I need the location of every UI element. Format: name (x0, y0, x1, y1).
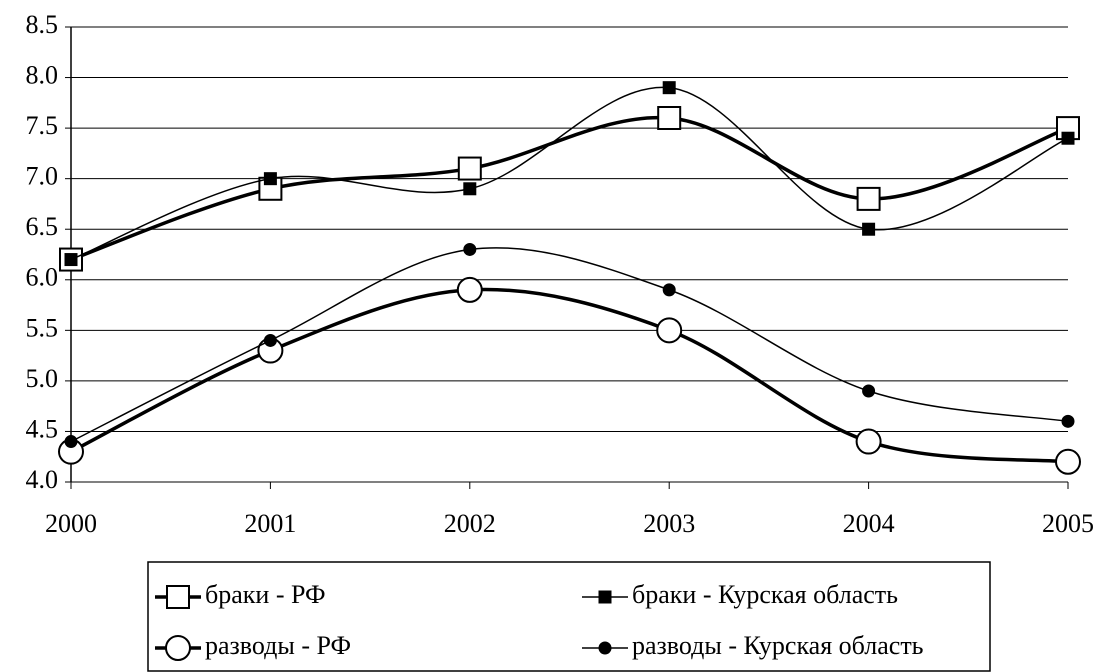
y-tick-label: 7.0 (26, 162, 59, 191)
point (1061, 414, 1075, 428)
point (598, 590, 612, 604)
point (862, 384, 876, 398)
point (1055, 448, 1081, 475)
x-tick-label: 2000 (45, 509, 97, 538)
y-tick-label: 5.0 (26, 364, 59, 393)
point (463, 182, 477, 196)
point (657, 106, 682, 130)
legend-label: разводы - РФ (205, 631, 351, 660)
point (64, 435, 78, 449)
y-tick-label: 4.5 (26, 414, 59, 443)
y-tick-label: 6.0 (26, 263, 59, 292)
legend-box (147, 561, 991, 672)
point (662, 81, 676, 95)
series-line (70, 247, 1069, 443)
point (166, 585, 190, 609)
x-tick-label: 2004 (843, 509, 895, 538)
y-tick-label: 4.0 (26, 465, 59, 494)
point (856, 186, 881, 211)
series-line (70, 86, 1069, 261)
point (165, 635, 191, 661)
x-tick-label: 2005 (1042, 509, 1094, 538)
y-tick-label: 6.5 (26, 212, 59, 241)
legend-label: браки - РФ (205, 580, 326, 609)
x-tick-label: 2002 (444, 509, 496, 538)
y-tick-label: 8.5 (26, 10, 59, 39)
series-line (70, 287, 1069, 464)
point (598, 641, 612, 655)
y-tick-label: 7.5 (26, 111, 59, 140)
series-line (70, 115, 1069, 262)
point (1061, 131, 1075, 145)
point (457, 156, 482, 181)
point (463, 242, 477, 256)
point (263, 333, 277, 347)
point (855, 428, 882, 455)
legend-label: разводы - Курская область (632, 631, 924, 660)
point (656, 317, 683, 344)
point (662, 283, 676, 297)
legend-label: браки - Курская область (632, 580, 898, 609)
point (456, 276, 483, 303)
x-tick-label: 2001 (244, 509, 296, 538)
point (862, 222, 876, 236)
point (64, 253, 78, 267)
x-tick-label: 2003 (643, 509, 695, 538)
y-tick-label: 8.0 (26, 61, 59, 90)
point (263, 172, 277, 186)
y-tick-label: 5.5 (26, 313, 59, 342)
